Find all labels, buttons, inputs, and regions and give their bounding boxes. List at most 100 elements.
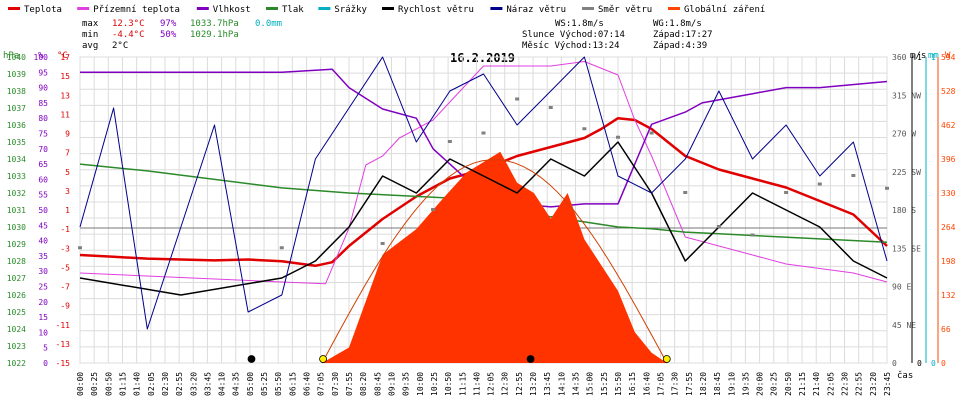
legend-swatch bbox=[382, 7, 394, 10]
radiation-tick: 264 bbox=[941, 223, 956, 232]
axis-unit-degc: °C bbox=[57, 51, 68, 61]
x-tick-label: 23:45 bbox=[883, 372, 892, 396]
x-tick-label: 15:00 bbox=[586, 372, 595, 396]
x-tick-label: 01:15 bbox=[118, 372, 127, 396]
x-tick-label: 13:20 bbox=[529, 372, 538, 396]
temperature-tick: 7 bbox=[65, 149, 70, 158]
radiation-tick: 0 bbox=[941, 359, 946, 368]
x-tick-label: 19:35 bbox=[741, 372, 750, 396]
temperature-tick: 13 bbox=[60, 91, 70, 100]
humidity-tick: 35 bbox=[38, 252, 48, 261]
axis-unit-hpa: hPa bbox=[3, 51, 19, 61]
x-tick-label: 19:10 bbox=[727, 372, 736, 396]
direction-tick: 360 N bbox=[892, 53, 916, 62]
direction-tick: 225 SW bbox=[892, 168, 921, 177]
x-tick-label: 13:45 bbox=[543, 372, 552, 396]
x-tick-label: 00:25 bbox=[90, 372, 99, 396]
direction-point bbox=[548, 106, 553, 109]
sunset-marker bbox=[662, 355, 671, 363]
legend: Teplota Přízemní teplota Vlhkost Tlak Srážky… bbox=[8, 5, 765, 15]
direction-tick: 180 S bbox=[892, 206, 916, 215]
wind-speed-readout: WS:1.8m/s bbox=[555, 19, 604, 29]
pressure-tick: 1024 bbox=[7, 325, 26, 334]
pressure-tick: 1023 bbox=[7, 342, 26, 351]
radiation-tick: 66 bbox=[941, 325, 951, 334]
axis-unit-w: W bbox=[945, 51, 951, 61]
temperature-tick: 11 bbox=[60, 110, 70, 119]
direction-tick: 135 SE bbox=[892, 244, 921, 253]
direction-point bbox=[431, 208, 436, 211]
humidity-tick: 80 bbox=[38, 114, 48, 123]
pressure-tick: 1033 bbox=[7, 172, 26, 181]
pressure-tick: 1038 bbox=[7, 87, 26, 96]
humidity-tick: 60 bbox=[38, 175, 48, 184]
temperature-tick: -9 bbox=[60, 302, 70, 311]
wind-gust-readout: WG:1.8m/s bbox=[653, 19, 702, 29]
temperature-tick: -13 bbox=[56, 340, 71, 349]
humidity-tick: 75 bbox=[38, 130, 48, 139]
temperature-tick: 17 bbox=[60, 53, 70, 62]
moonrise-marker bbox=[526, 355, 535, 363]
stats-max-label: max bbox=[82, 19, 99, 29]
humidity-tick: 5 bbox=[43, 344, 48, 353]
pressure-tick: 1022 bbox=[7, 359, 26, 368]
legend-swatch bbox=[8, 7, 20, 10]
wind-tick: 0 bbox=[917, 359, 922, 368]
direction-point bbox=[885, 186, 889, 190]
legend-label: Přízemní teplota bbox=[93, 5, 180, 15]
humidity-tick: 30 bbox=[38, 267, 48, 276]
x-tick-label: 00:50 bbox=[104, 372, 113, 396]
temperature-tick: 15 bbox=[60, 72, 70, 81]
x-tick-label: 15:25 bbox=[600, 372, 609, 396]
x-tick-label: 17:55 bbox=[685, 372, 694, 396]
x-tick-label: 02:05 bbox=[147, 372, 156, 396]
x-tick-label: 10:25 bbox=[430, 372, 439, 396]
legend-label: Náraz větru bbox=[506, 5, 566, 15]
direction-point bbox=[784, 191, 789, 194]
x-tick-label: 14:10 bbox=[557, 372, 566, 396]
pressure-tick: 1034 bbox=[7, 155, 26, 164]
radiation-theoretical-curve bbox=[321, 159, 668, 364]
x-tick-label: 10:50 bbox=[444, 372, 453, 396]
x-tick-label: 03:45 bbox=[203, 372, 212, 396]
x-tick-label: 21:15 bbox=[798, 372, 807, 396]
x-tick-label: 15:50 bbox=[614, 372, 623, 396]
x-tick-label: 16:15 bbox=[628, 372, 637, 396]
legend-label: Srážky bbox=[334, 5, 367, 15]
humidity-tick: 0 bbox=[43, 359, 48, 368]
pressure-tick: 1035 bbox=[7, 138, 26, 147]
direction-tick: 45 NE bbox=[892, 321, 916, 330]
astro-block: WS:1.8m/s WG:1.8m/s Slunce Východ:07:14 … bbox=[522, 19, 713, 51]
x-tick-label: 22:55 bbox=[855, 372, 864, 396]
legend-label: Teplota bbox=[24, 5, 62, 15]
x-tick-label: 12:30 bbox=[501, 372, 510, 396]
x-tick-label: 20:25 bbox=[770, 372, 779, 396]
x-tick-label: 18:20 bbox=[699, 372, 708, 396]
x-tick-label: 20:50 bbox=[784, 372, 793, 396]
x-tick-label: 12:05 bbox=[487, 372, 496, 396]
pressure-tick: 1036 bbox=[7, 121, 26, 130]
direction-point bbox=[279, 246, 284, 250]
x-tick-label: 09:35 bbox=[402, 372, 411, 396]
axis-unit-ms: m/s bbox=[910, 51, 926, 61]
stats-max-rain: 0.0mm bbox=[255, 19, 282, 29]
direction-point bbox=[683, 191, 688, 194]
humidity-tick: 85 bbox=[38, 99, 48, 108]
legend-swatch bbox=[196, 7, 209, 10]
x-tick-label: 05:25 bbox=[260, 372, 269, 396]
humidity-tick: 50 bbox=[38, 206, 48, 215]
radiation-tick: 528 bbox=[941, 87, 956, 96]
pressure-tick: 1040 bbox=[7, 53, 26, 62]
legend-swatch bbox=[266, 7, 278, 10]
stats-min-hum: 50% bbox=[160, 30, 177, 40]
x-tick-label: 22:30 bbox=[841, 372, 850, 396]
pressure-tick: 1032 bbox=[7, 189, 26, 198]
x-tick-label: 21:40 bbox=[812, 372, 821, 396]
temperature-tick: 1 bbox=[65, 206, 70, 215]
direction-point bbox=[515, 97, 520, 101]
x-tick-label: 06:40 bbox=[303, 372, 312, 396]
temperature-tick: -15 bbox=[56, 359, 71, 368]
legend-swatch bbox=[668, 7, 680, 10]
stats-max-press: 1033.7hPa bbox=[190, 19, 239, 29]
